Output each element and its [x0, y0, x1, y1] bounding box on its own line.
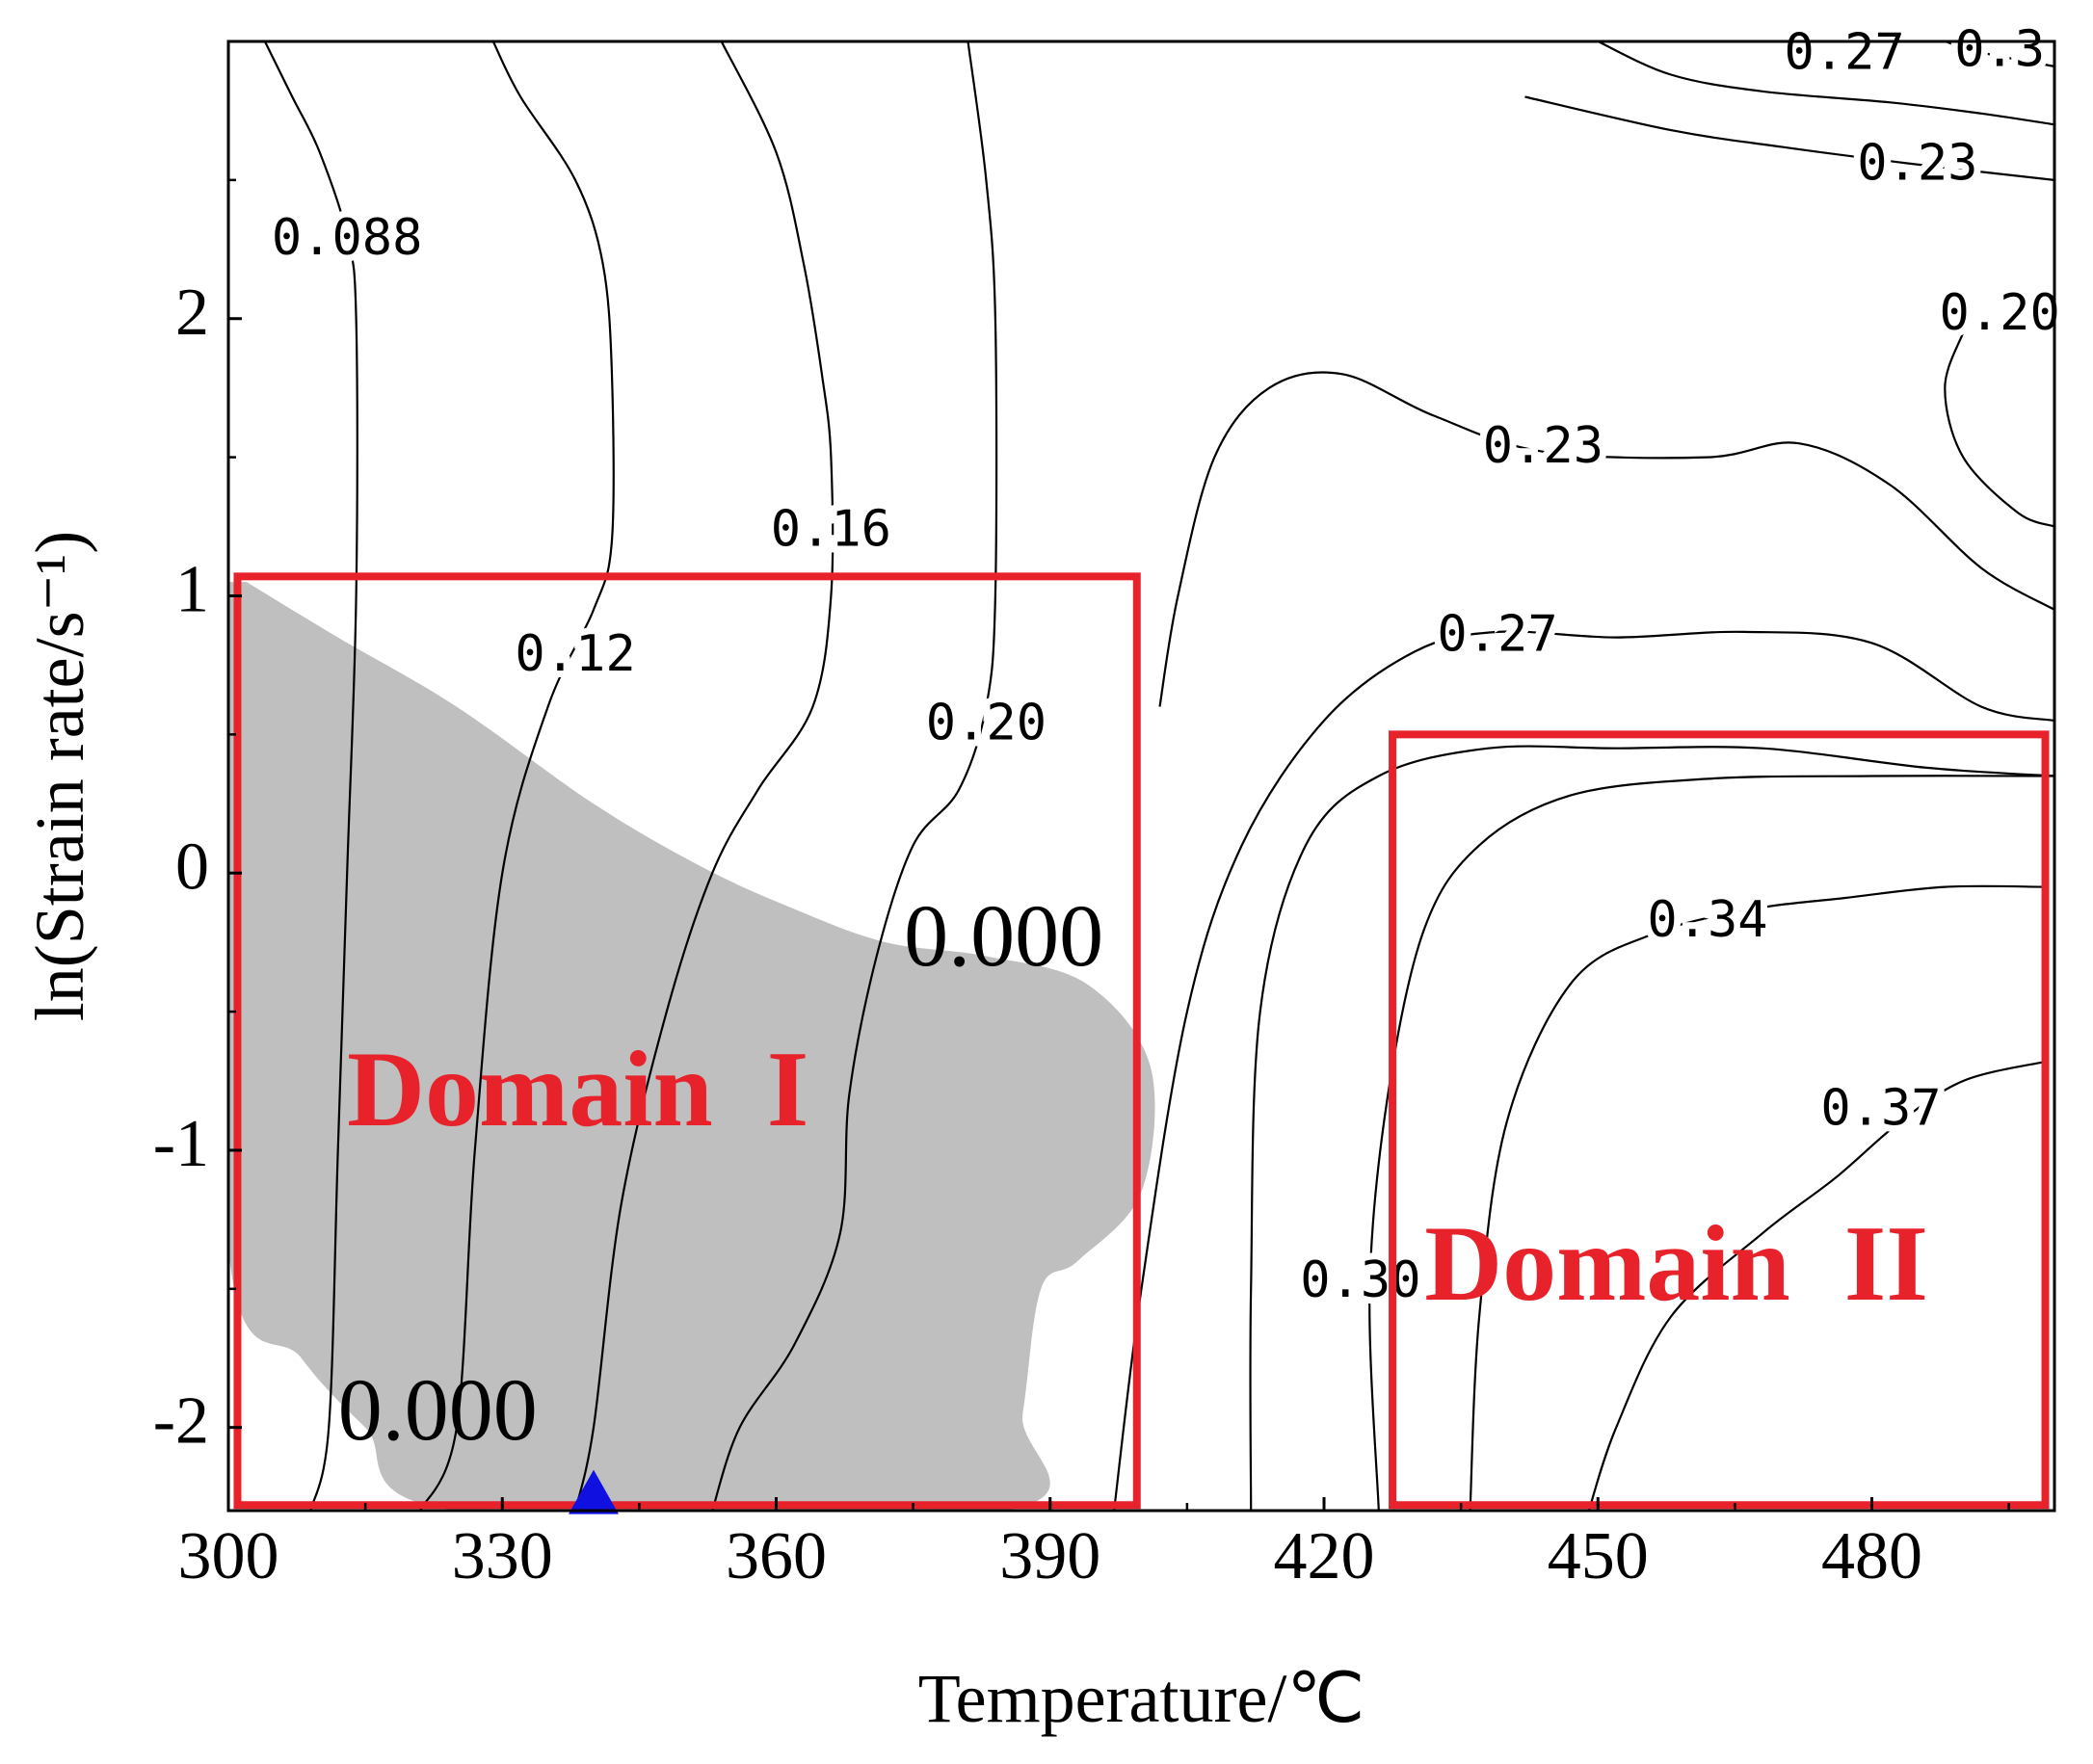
y-tick-label-2: 0 [175, 829, 209, 904]
contour-line-8 [1469, 884, 2046, 1511]
domain-box-2 [1389, 730, 2050, 1510]
contour-line-9 [1587, 1060, 2046, 1511]
x-tick-label-6: 480 [1821, 1519, 1922, 1593]
contour-line-1 [418, 41, 615, 1511]
contour-label-8: 0.37 [1820, 1080, 1941, 1138]
x-tick-label-0: 300 [178, 1519, 279, 1593]
contour-line-0 [263, 41, 358, 1511]
domain-box-1 [233, 572, 1141, 1510]
contour-line-11 [1524, 95, 2054, 181]
contour-label-3: 0.20 [926, 695, 1046, 752]
y-tick-label-1: -1 [153, 1107, 209, 1181]
contour-label-5: 0.27 [1437, 606, 1557, 664]
contour-label-12: 0.3 [1954, 21, 2045, 79]
triangle-marker [569, 1469, 619, 1514]
contour-line-3 [711, 41, 998, 1511]
x-tick-label-1: 330 [452, 1519, 553, 1593]
instability-region-layer [228, 582, 1155, 1511]
contour-line-13 [1944, 331, 2054, 528]
y-tick-label-4: 2 [175, 276, 209, 350]
y-tick-label-0: -2 [153, 1384, 209, 1459]
y-axis-title: ln(Strain rate/s⁻¹) [21, 531, 98, 1021]
contour-line-2 [573, 41, 835, 1511]
contour-line-12 [1944, 41, 2054, 67]
contour-lines-layer [263, 41, 2054, 1511]
contour-label-13: 0.20 [1940, 284, 2060, 342]
domain-label-1: Domain I [347, 1030, 808, 1149]
contour-labels-layer: 0.088 0.12 0.16 0.20 0.23 0.27 0.30 0.34 0.37 0.2… [265, 14, 2067, 1317]
contour-line-5 [1113, 630, 2054, 1511]
plot-frame [226, 39, 2056, 1513]
instability-region [228, 582, 1155, 1511]
contour-label-7: 0.34 [1647, 891, 1767, 949]
domain-boxes-layer: Domain I Domain II [233, 572, 2050, 1510]
y-tick-label-3: 1 [175, 553, 209, 627]
contour-label-10: 0.27 [1784, 23, 1904, 81]
contour-label-11: 0.23 [1857, 134, 1977, 192]
contour-label-1: 0.12 [515, 625, 635, 683]
contour-label-4: 0.23 [1483, 417, 1603, 475]
contour-line-7 [1368, 775, 2054, 1511]
domain-label-2: Domain II [1424, 1204, 1928, 1324]
instability-label-1: 0.000 [338, 1360, 538, 1459]
axes-layer: 300 330 360 390 420 450 480 -2 -1 0 1 2 Temperature/… [21, 39, 2056, 1737]
x-tick-label-3: 390 [999, 1519, 1100, 1593]
x-tick-label-4: 420 [1274, 1519, 1375, 1593]
marker-layer [569, 1469, 619, 1514]
x-tick-label-2: 360 [726, 1519, 827, 1593]
instability-labels-layer: 0.000 0.000 [338, 886, 1103, 1459]
instability-label-0: 0.000 [904, 886, 1103, 985]
x-tick-label-5: 450 [1548, 1519, 1649, 1593]
x-axis-title: Temperature/℃ [918, 1660, 1365, 1737]
contour-label-2: 0.16 [771, 500, 891, 558]
contour-line-4 [1158, 371, 2054, 707]
contour-label-0: 0.088 [272, 209, 423, 267]
contour-label-6: 0.30 [1300, 1251, 1420, 1309]
contour-line-10 [1597, 41, 2054, 126]
